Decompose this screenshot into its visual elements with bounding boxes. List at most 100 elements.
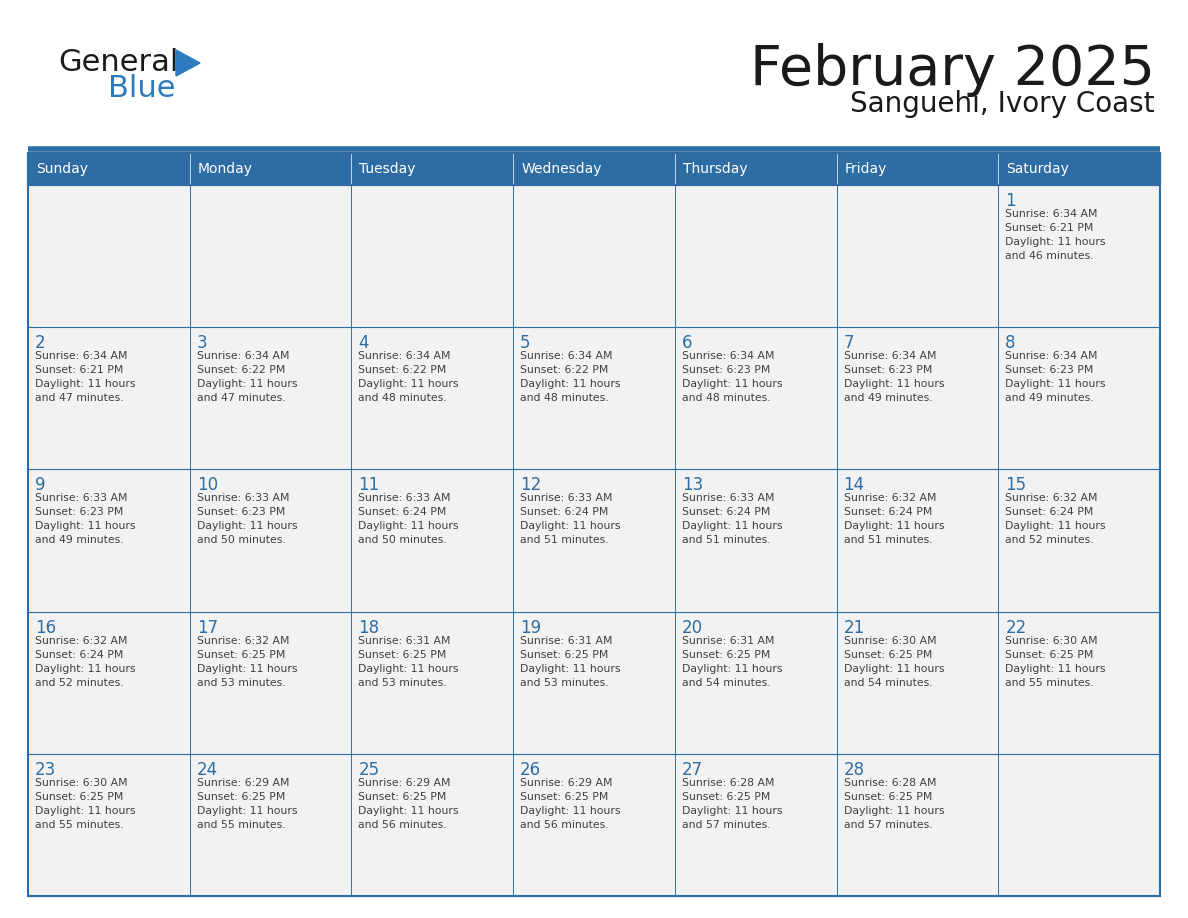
Text: and 56 minutes.: and 56 minutes. bbox=[359, 820, 447, 830]
Text: Daylight: 11 hours: Daylight: 11 hours bbox=[682, 379, 783, 389]
Text: 27: 27 bbox=[682, 761, 703, 778]
Text: and 48 minutes.: and 48 minutes. bbox=[682, 393, 771, 403]
Bar bbox=[352, 185, 513, 327]
Text: Sunset: 6:24 PM: Sunset: 6:24 PM bbox=[359, 508, 447, 518]
Text: and 51 minutes.: and 51 minutes. bbox=[520, 535, 608, 545]
Bar bbox=[513, 469, 675, 611]
Text: 9: 9 bbox=[34, 476, 45, 495]
Text: 13: 13 bbox=[682, 476, 703, 495]
Bar bbox=[836, 327, 998, 469]
Bar bbox=[675, 754, 836, 896]
Text: and 49 minutes.: and 49 minutes. bbox=[34, 535, 124, 545]
Text: Daylight: 11 hours: Daylight: 11 hours bbox=[682, 806, 783, 816]
Text: Sunset: 6:21 PM: Sunset: 6:21 PM bbox=[34, 365, 124, 375]
Text: 18: 18 bbox=[359, 619, 379, 636]
Text: 1: 1 bbox=[1005, 192, 1016, 210]
Bar bbox=[190, 327, 352, 469]
Bar bbox=[513, 611, 675, 754]
Text: Sunrise: 6:33 AM: Sunrise: 6:33 AM bbox=[34, 493, 127, 503]
Text: Sunrise: 6:30 AM: Sunrise: 6:30 AM bbox=[843, 635, 936, 645]
Bar bbox=[998, 611, 1159, 754]
Text: Sunrise: 6:28 AM: Sunrise: 6:28 AM bbox=[843, 778, 936, 788]
Text: and 47 minutes.: and 47 minutes. bbox=[197, 393, 285, 403]
Bar bbox=[190, 611, 352, 754]
Text: Daylight: 11 hours: Daylight: 11 hours bbox=[197, 664, 297, 674]
Text: Sunset: 6:22 PM: Sunset: 6:22 PM bbox=[520, 365, 608, 375]
Text: Daylight: 11 hours: Daylight: 11 hours bbox=[359, 379, 459, 389]
Text: 24: 24 bbox=[197, 761, 217, 778]
Text: Wednesday: Wednesday bbox=[522, 162, 601, 176]
Text: 10: 10 bbox=[197, 476, 217, 495]
Text: and 51 minutes.: and 51 minutes. bbox=[682, 535, 771, 545]
Text: Daylight: 11 hours: Daylight: 11 hours bbox=[682, 521, 783, 532]
Bar bbox=[998, 469, 1159, 611]
Text: Sunset: 6:24 PM: Sunset: 6:24 PM bbox=[682, 508, 770, 518]
Bar bbox=[352, 327, 513, 469]
Bar bbox=[190, 754, 352, 896]
Text: 3: 3 bbox=[197, 334, 208, 353]
Text: Sunset: 6:24 PM: Sunset: 6:24 PM bbox=[1005, 508, 1094, 518]
Text: Sunrise: 6:34 AM: Sunrise: 6:34 AM bbox=[197, 352, 289, 361]
Bar bbox=[190, 469, 352, 611]
Text: 22: 22 bbox=[1005, 619, 1026, 636]
Text: Sunset: 6:23 PM: Sunset: 6:23 PM bbox=[843, 365, 931, 375]
Bar bbox=[29, 153, 1159, 185]
Text: General: General bbox=[58, 48, 178, 77]
Text: February 2025: February 2025 bbox=[750, 43, 1155, 97]
Text: Sunset: 6:25 PM: Sunset: 6:25 PM bbox=[197, 650, 285, 660]
Text: 21: 21 bbox=[843, 619, 865, 636]
Text: Sunset: 6:25 PM: Sunset: 6:25 PM bbox=[520, 650, 608, 660]
Text: Sunrise: 6:34 AM: Sunrise: 6:34 AM bbox=[1005, 352, 1098, 361]
Text: 20: 20 bbox=[682, 619, 703, 636]
Text: and 47 minutes.: and 47 minutes. bbox=[34, 393, 124, 403]
Bar bbox=[190, 153, 352, 185]
Text: Sunrise: 6:34 AM: Sunrise: 6:34 AM bbox=[520, 352, 613, 361]
Text: 4: 4 bbox=[359, 334, 369, 353]
Text: and 52 minutes.: and 52 minutes. bbox=[34, 677, 124, 688]
Text: Sunset: 6:25 PM: Sunset: 6:25 PM bbox=[843, 650, 931, 660]
Text: Sunrise: 6:32 AM: Sunrise: 6:32 AM bbox=[34, 635, 127, 645]
Text: and 55 minutes.: and 55 minutes. bbox=[1005, 677, 1094, 688]
Text: Daylight: 11 hours: Daylight: 11 hours bbox=[520, 379, 620, 389]
Text: and 49 minutes.: and 49 minutes. bbox=[843, 393, 933, 403]
Text: Sunrise: 6:30 AM: Sunrise: 6:30 AM bbox=[1005, 635, 1098, 645]
Text: 7: 7 bbox=[843, 334, 854, 353]
Text: Sunrise: 6:34 AM: Sunrise: 6:34 AM bbox=[1005, 209, 1098, 219]
Text: Sunrise: 6:34 AM: Sunrise: 6:34 AM bbox=[682, 352, 775, 361]
Bar bbox=[352, 469, 513, 611]
Text: Monday: Monday bbox=[197, 162, 253, 176]
Text: Sunrise: 6:29 AM: Sunrise: 6:29 AM bbox=[197, 778, 289, 788]
Text: Daylight: 11 hours: Daylight: 11 hours bbox=[197, 379, 297, 389]
Text: 25: 25 bbox=[359, 761, 379, 778]
Text: Sunset: 6:25 PM: Sunset: 6:25 PM bbox=[359, 650, 447, 660]
Text: 14: 14 bbox=[843, 476, 865, 495]
Text: and 54 minutes.: and 54 minutes. bbox=[682, 677, 771, 688]
Bar bbox=[998, 754, 1159, 896]
Text: Sunrise: 6:31 AM: Sunrise: 6:31 AM bbox=[682, 635, 775, 645]
Text: Sunrise: 6:33 AM: Sunrise: 6:33 AM bbox=[197, 493, 289, 503]
Text: and 53 minutes.: and 53 minutes. bbox=[359, 677, 447, 688]
Text: Sunset: 6:23 PM: Sunset: 6:23 PM bbox=[197, 508, 285, 518]
Bar bbox=[675, 611, 836, 754]
Text: Daylight: 11 hours: Daylight: 11 hours bbox=[843, 379, 944, 389]
Text: Sunrise: 6:33 AM: Sunrise: 6:33 AM bbox=[682, 493, 775, 503]
Text: Sunrise: 6:34 AM: Sunrise: 6:34 AM bbox=[34, 352, 127, 361]
Text: 17: 17 bbox=[197, 619, 217, 636]
Text: Daylight: 11 hours: Daylight: 11 hours bbox=[359, 664, 459, 674]
Bar bbox=[836, 153, 998, 185]
Bar bbox=[675, 153, 836, 185]
Text: and 53 minutes.: and 53 minutes. bbox=[197, 677, 285, 688]
Text: Daylight: 11 hours: Daylight: 11 hours bbox=[359, 521, 459, 532]
Text: Sunrise: 6:31 AM: Sunrise: 6:31 AM bbox=[520, 635, 613, 645]
Bar bbox=[836, 469, 998, 611]
Text: Daylight: 11 hours: Daylight: 11 hours bbox=[197, 806, 297, 816]
Text: Sunset: 6:24 PM: Sunset: 6:24 PM bbox=[843, 508, 931, 518]
Text: Sunrise: 6:34 AM: Sunrise: 6:34 AM bbox=[359, 352, 451, 361]
Text: Daylight: 11 hours: Daylight: 11 hours bbox=[34, 806, 135, 816]
Bar bbox=[29, 469, 190, 611]
Text: Sunset: 6:25 PM: Sunset: 6:25 PM bbox=[682, 792, 770, 801]
Text: Sunset: 6:22 PM: Sunset: 6:22 PM bbox=[359, 365, 447, 375]
Text: 26: 26 bbox=[520, 761, 542, 778]
Text: Daylight: 11 hours: Daylight: 11 hours bbox=[34, 379, 135, 389]
Bar bbox=[29, 153, 1159, 896]
